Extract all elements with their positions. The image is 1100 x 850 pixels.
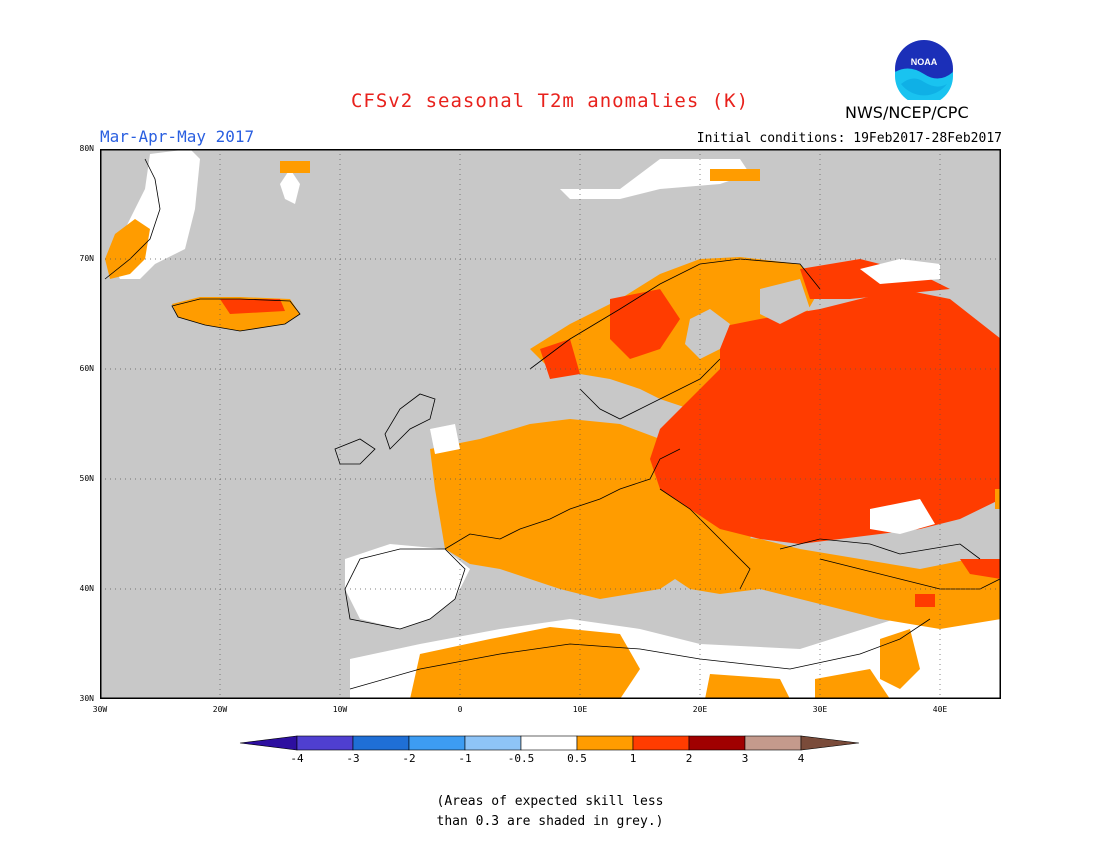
- noaa-logo-icon: NOAA: [894, 39, 954, 100]
- anomaly-shading: [105, 149, 1001, 699]
- skill-note-line-1: (Areas of expected skill less: [436, 794, 664, 809]
- lon-label-10e: 10E: [572, 705, 588, 714]
- colorbar-cell: [520, 735, 578, 751]
- skill-note-line-2: than 0.3 are shaded in grey.): [436, 814, 664, 829]
- lon-label-40e: 40E: [932, 705, 948, 714]
- lat-label-60n: 60N: [79, 364, 94, 373]
- black-sea-neutral-patch: [870, 499, 935, 534]
- map-frame: [100, 149, 1001, 699]
- svalbard-warm-cell-2: [280, 161, 310, 173]
- lon-label-10w: 10W: [332, 705, 348, 714]
- lat-label-50n: 50N: [79, 474, 94, 483]
- barents-neutral-patch: [860, 259, 940, 284]
- colorbar-label-1: 1: [629, 752, 637, 765]
- lat-label-70n: 70N: [79, 254, 94, 263]
- colorbar-cell: [576, 735, 634, 751]
- lon-label-0: 0: [457, 705, 463, 714]
- greenland-warm-region: [105, 219, 150, 279]
- colorbar: [239, 735, 860, 751]
- colorbar-label-4: 4: [797, 752, 805, 765]
- colorbar-cell: [744, 735, 802, 751]
- lat-label-40n: 40N: [79, 584, 94, 593]
- colorbar-cell: [632, 735, 690, 751]
- iberia-neutral-region: [345, 544, 470, 629]
- map-title: CFSv2 seasonal T2m anomalies (K): [350, 90, 750, 112]
- turkey-strong-warm-cell: [915, 594, 935, 607]
- colorbar-extend-high: [800, 735, 860, 751]
- finland-masked-region: [760, 279, 810, 324]
- lon-label-30w: 30W: [92, 705, 108, 714]
- uk-neutral-patch: [430, 424, 460, 454]
- lat-label-30n: 30N: [79, 694, 94, 703]
- baltic-masked-region: [685, 309, 730, 359]
- iceland-strong-warm-region: [220, 299, 285, 314]
- colorbar-cell: [296, 735, 354, 751]
- colorbar-extend-low: [239, 735, 298, 751]
- svalbard-neutral-patch: [280, 169, 300, 204]
- lon-label-30e: 30E: [812, 705, 828, 714]
- svg-text:NOAA: NOAA: [911, 57, 938, 67]
- svalbard-neutral-region: [560, 159, 750, 199]
- colorbar-label-2: 2: [685, 752, 693, 765]
- colorbar-label-minus3: -3: [346, 752, 360, 765]
- colorbar-label-minus0-5: -0.5: [507, 752, 535, 765]
- norway-strong-warm-region: [610, 289, 680, 359]
- balkans-turkey-warm-region: [650, 534, 1001, 629]
- lon-label-20e: 20E: [692, 705, 708, 714]
- anomaly-map: [100, 149, 1001, 699]
- colorbar-cell: [464, 735, 522, 751]
- colorbar-cell: [352, 735, 410, 751]
- colorbar-label-3: 3: [741, 752, 749, 765]
- caucasus-strong-warm-region: [960, 559, 1001, 579]
- libya-warm-region: [815, 669, 890, 699]
- coastlines: [104, 158, 1001, 690]
- initial-conditions: Initial conditions: 19Feb2017-28Feb2017: [696, 131, 1002, 146]
- colorbar-cell: [408, 735, 466, 751]
- graticule: [100, 149, 1001, 699]
- colorbar-label-minus1: -1: [458, 752, 472, 765]
- egypt-warm-region: [705, 674, 790, 699]
- lon-label-20w: 20W: [212, 705, 228, 714]
- forecast-period: Mar-Apr-May 2017: [100, 127, 255, 146]
- levant-warm-region: [880, 629, 920, 689]
- colorbar-cell: [688, 735, 746, 751]
- agency-label: NWS/NCEP/CPC: [845, 103, 969, 122]
- colorbar-label-0-5: 0.5: [567, 752, 587, 765]
- eastern-europe-strong-warm-region: [650, 289, 1001, 544]
- colorbar-label-minus4: -4: [290, 752, 304, 765]
- skill-note: (Areas of expected skill less than 0.3 a…: [0, 792, 1100, 832]
- svalbard-warm-cell: [710, 169, 760, 181]
- lat-label-80n: 80N: [79, 144, 94, 153]
- colorbar-label-minus2: -2: [402, 752, 416, 765]
